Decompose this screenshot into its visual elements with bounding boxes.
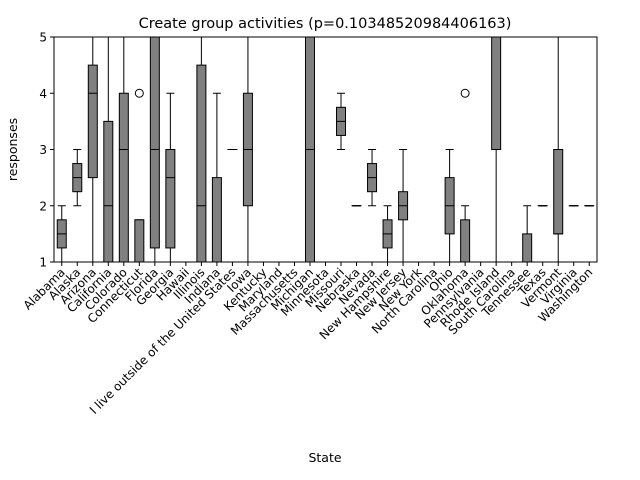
box: [134, 219, 145, 263]
box: [149, 36, 160, 249]
box-group: [196, 36, 207, 263]
box: [118, 92, 129, 263]
box: [522, 233, 533, 263]
box-group: [444, 149, 455, 263]
y-tick-label: 5: [39, 31, 47, 45]
box: [211, 177, 222, 263]
y-axis-label: responses: [5, 118, 20, 181]
box: [460, 219, 471, 263]
box: [87, 64, 98, 179]
box-group: [367, 149, 378, 207]
box-group: [165, 92, 176, 263]
y-tick-label: 3: [39, 143, 47, 157]
box-group: [304, 36, 315, 263]
chart-title: Create group activities (p=0.10348520984…: [139, 16, 512, 32]
y-axis: 1 2 3 4 5: [39, 31, 54, 270]
box: [491, 36, 502, 150]
box: [103, 120, 114, 263]
box-group: [87, 36, 98, 263]
box: [165, 149, 176, 249]
y-tick-label: 1: [39, 256, 47, 270]
y-tick-label: 2: [39, 199, 47, 213]
y-tick-label: 4: [39, 87, 47, 101]
outlier-point: [134, 88, 144, 98]
box-group: [336, 92, 347, 150]
outlier-point: [460, 88, 470, 98]
box: [553, 149, 564, 235]
x-axis-label: State: [308, 450, 341, 465]
box-group: [398, 149, 409, 263]
box-group: [149, 36, 160, 263]
box-group: [72, 149, 83, 207]
box: [196, 64, 207, 263]
